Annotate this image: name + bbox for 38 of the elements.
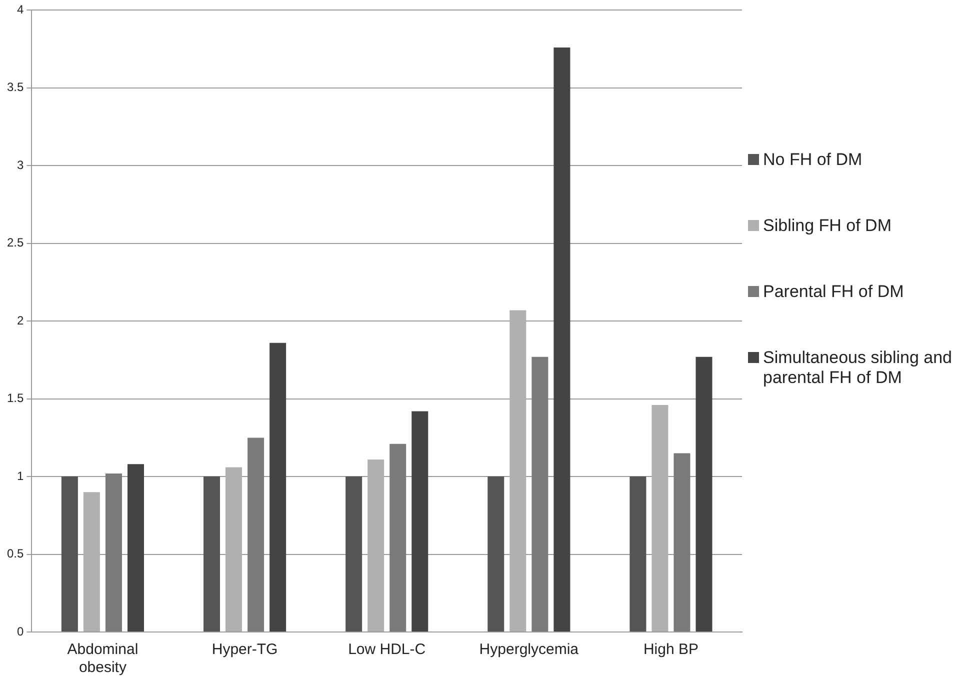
- y-tick-label: 1: [16, 468, 24, 483]
- x-tick-label: High BP: [643, 641, 698, 658]
- x-tick-label: Low HDL-C: [348, 641, 426, 658]
- x-tick-label: Abdominal obesity: [67, 641, 138, 676]
- legend-label: Simultaneous sibling and parental FH of DM: [763, 348, 954, 388]
- bar: [674, 453, 690, 632]
- bar: [488, 476, 504, 632]
- y-tick-label: 3.5: [6, 80, 24, 94]
- bar: [61, 476, 78, 632]
- bar: [630, 476, 646, 632]
- bar: [203, 476, 220, 632]
- bar: [532, 356, 548, 632]
- y-tick-label: 2.5: [6, 236, 24, 250]
- legend-label: Sibling FH of DM: [763, 216, 892, 236]
- bar: [226, 467, 242, 632]
- bar: [83, 492, 100, 632]
- bar: [105, 473, 122, 632]
- bar: [346, 476, 362, 632]
- y-tick-label: 4: [16, 2, 24, 17]
- y-tick-label: 3: [16, 158, 24, 172]
- bar: [412, 411, 428, 632]
- bar: [510, 310, 526, 632]
- bar: [127, 464, 144, 632]
- x-tick-label: Hyper-TG: [212, 641, 278, 658]
- x-tick-label: Hyperglycemia: [479, 641, 580, 658]
- y-tick-label: 1.5: [6, 391, 24, 406]
- bar: [270, 342, 286, 632]
- bar: [696, 356, 712, 632]
- legend-label: Parental FH of DM: [763, 282, 904, 302]
- bar: [248, 438, 264, 632]
- bar: [554, 48, 570, 632]
- bar: [368, 459, 384, 632]
- y-tick-label: 0.5: [6, 546, 24, 561]
- bar: [652, 405, 668, 632]
- y-tick-label: 2: [16, 313, 24, 328]
- legend-label: No FH of DM: [763, 150, 862, 170]
- y-tick-label: 0: [16, 624, 24, 638]
- bar: [390, 444, 406, 632]
